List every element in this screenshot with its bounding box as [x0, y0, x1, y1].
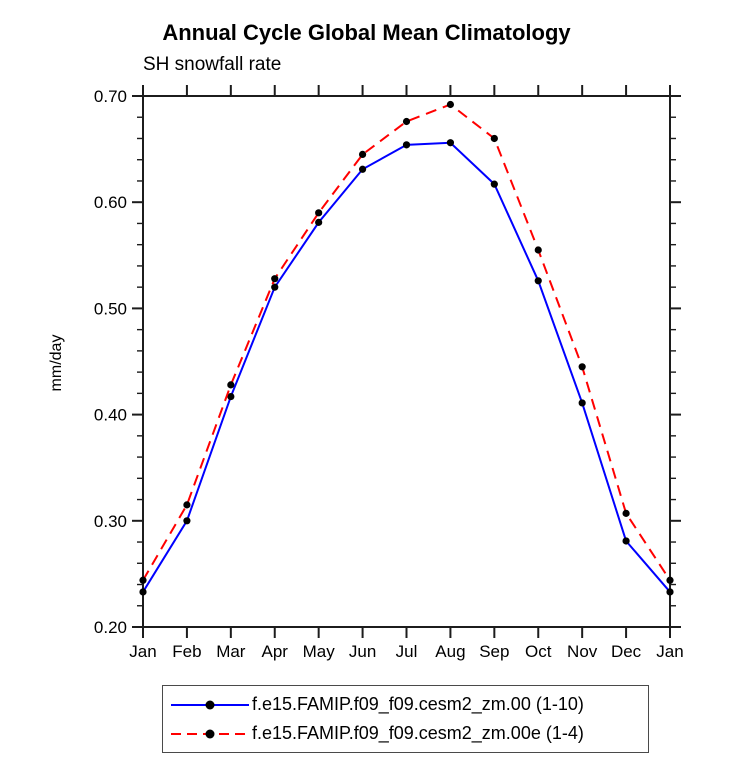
y-tick-label: 0.60 — [94, 193, 127, 212]
series-marker — [534, 277, 542, 285]
series-marker — [227, 392, 235, 401]
chart-title: Annual Cycle Global Mean Climatology — [162, 20, 571, 45]
x-tick-label: Feb — [172, 642, 201, 661]
legend-item: f.e15.FAMIP.f09_f09.cesm2_zm.00e (1-4) — [168, 723, 648, 744]
series-marker — [446, 139, 455, 147]
series-marker — [622, 537, 630, 545]
x-tick-label: Jan — [656, 642, 683, 661]
series-marker — [358, 150, 367, 159]
legend-marker-icon — [205, 700, 215, 709]
series-marker — [578, 399, 586, 407]
series-line-0 — [142, 141, 671, 593]
series-marker — [315, 218, 323, 226]
series-marker — [139, 576, 147, 584]
series-marker — [139, 588, 147, 596]
series-marker — [227, 381, 235, 389]
series-marker — [490, 180, 498, 188]
series-marker — [183, 517, 191, 525]
legend-line-sample-icon — [171, 729, 249, 738]
x-tick-label: Dec — [611, 642, 642, 661]
x-tick-label: Nov — [567, 642, 598, 661]
series-marker — [315, 209, 323, 217]
series-marker — [490, 134, 498, 143]
legend-label: f.e15.FAMIP.f09_f09.cesm2_zm.00 (1-10) — [252, 694, 584, 714]
legend: f.e15.FAMIP.f09_f09.cesm2_zm.00 (1-10) f… — [162, 685, 649, 753]
y-tick-label: 0.30 — [94, 512, 127, 531]
series-marker — [402, 117, 411, 126]
series-marker — [446, 100, 455, 109]
series-marker — [578, 363, 586, 371]
series-marker — [666, 576, 674, 584]
y-tick-label: 0.50 — [94, 299, 127, 318]
series-marker — [534, 246, 542, 254]
x-tick-label: Jul — [396, 642, 418, 661]
x-tick-label: May — [303, 642, 336, 661]
legend-line-sample-icon — [171, 700, 249, 709]
series-marker — [402, 141, 411, 149]
x-tick-label: Jan — [129, 642, 156, 661]
legend-item: f.e15.FAMIP.f09_f09.cesm2_zm.00 (1-10) — [168, 694, 648, 715]
x-tick-label: Sep — [479, 642, 509, 661]
series-marker — [358, 165, 367, 173]
y-tick-label: 0.20 — [94, 618, 127, 637]
series-marker — [622, 509, 630, 517]
series-marker — [183, 501, 191, 509]
x-tick-label: Mar — [216, 642, 246, 661]
series-marker — [271, 283, 279, 291]
legend-marker-icon — [205, 729, 215, 738]
series-line-1 — [142, 103, 671, 581]
y-tick-label: 0.70 — [94, 87, 127, 106]
legend-label: f.e15.FAMIP.f09_f09.cesm2_zm.00e (1-4) — [252, 723, 584, 743]
chart-subtitle: SH snowfall rate — [143, 54, 282, 75]
y-tick-label: 0.40 — [94, 406, 127, 425]
series-marker — [271, 275, 279, 283]
x-tick-label: Oct — [525, 642, 552, 661]
series-marker — [666, 588, 674, 596]
plot-frame — [142, 95, 671, 628]
x-tick-label: Apr — [262, 642, 289, 661]
x-tick-label: Aug — [435, 642, 465, 661]
x-tick-label: Jun — [349, 642, 376, 661]
